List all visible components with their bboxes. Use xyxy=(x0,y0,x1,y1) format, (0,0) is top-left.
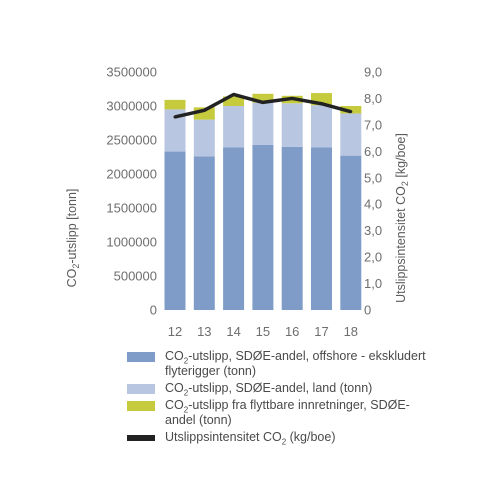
x-tick-label: 17 xyxy=(314,324,328,339)
left-axis-title: CO2-utslipp [tonn] xyxy=(65,189,81,288)
x-tick-label: 18 xyxy=(344,324,358,339)
bar-offshore xyxy=(340,155,362,310)
intensity-point xyxy=(202,108,206,112)
legend-swatch-mobile xyxy=(127,401,155,411)
bar-land xyxy=(340,113,362,156)
left-tick-label: 500000 xyxy=(114,269,157,284)
intensity-point xyxy=(232,92,236,96)
legend-swatch-offshore xyxy=(127,352,155,362)
legend-label-land: CO2-utslipp, SDØE-andel, land (tonn) xyxy=(165,381,373,398)
legend-label-mobile: CO2-utslipp fra flyttbare innretninger, … xyxy=(165,398,410,427)
bar-offshore xyxy=(252,144,274,310)
left-tick-label: 3500000 xyxy=(106,65,157,80)
right-tick-label: 2,0 xyxy=(364,250,382,265)
bars xyxy=(164,93,362,310)
right-tick-label: 5,0 xyxy=(364,170,382,185)
bar-land xyxy=(311,105,332,148)
chart: 0 500000 1000000 1500000 2000000 2500000 30000… xyxy=(65,65,410,340)
bar-offshore xyxy=(281,146,303,310)
x-tick-label: 16 xyxy=(285,324,299,339)
legend-swatch-intensity xyxy=(127,435,155,441)
right-tick-label: 3,0 xyxy=(364,223,382,238)
bar-land xyxy=(281,103,303,147)
right-axis-ticks: 0 1,0 2,0 3,0 4,0 5,0 6,0 7,0 8,0 9,0 xyxy=(364,65,382,318)
legend-swatch-land xyxy=(127,384,155,394)
intensity-point xyxy=(290,96,294,100)
x-tick-label: 15 xyxy=(256,324,270,339)
bar-mobile-units xyxy=(340,106,362,114)
bar-land xyxy=(193,119,215,157)
left-tick-label: 1000000 xyxy=(106,235,157,250)
bar-mobile-units xyxy=(223,96,245,106)
right-tick-label: 4,0 xyxy=(364,197,382,212)
bar-mobile-units xyxy=(252,93,274,103)
right-tick-label: 9,0 xyxy=(364,65,382,80)
bar-land xyxy=(252,102,274,145)
right-tick-label: 0 xyxy=(364,303,371,318)
x-tick-label: 12 xyxy=(168,324,182,339)
left-tick-label: 0 xyxy=(150,303,157,318)
legend-label-intensity: Utslippsintensitet CO2 (kg/boe) xyxy=(165,430,336,447)
bar-offshore xyxy=(311,147,332,310)
left-tick-label: 3000000 xyxy=(106,99,157,114)
bar-offshore xyxy=(223,147,245,310)
intensity-line-group xyxy=(173,92,353,119)
left-tick-label: 2000000 xyxy=(106,167,157,182)
bar-offshore xyxy=(193,156,215,310)
intensity-point xyxy=(320,102,323,106)
x-tick-label: 13 xyxy=(197,324,211,339)
left-axis-ticks: 0 500000 1000000 1500000 2000000 2500000 30000… xyxy=(106,65,157,318)
right-tick-label: 7,0 xyxy=(364,117,382,132)
legend-item-mobile: CO2-utslipp fra flyttbare innretninger, … xyxy=(127,398,427,428)
legend-item-offshore: CO2-utslipp, SDØE-andel, offshore - eksk… xyxy=(127,349,427,379)
right-axis-title: Utslippsintensitet CO2 [kg/boe] xyxy=(394,133,410,303)
legend-label-offshore: CO2-utslipp, SDØE-andel, offshore - eksk… xyxy=(165,349,426,378)
legend-item-intensity: Utslippsintensitet CO2 (kg/boe) xyxy=(127,430,427,447)
intensity-point xyxy=(261,100,265,104)
right-tick-label: 1,0 xyxy=(364,276,382,291)
x-tick-label: 14 xyxy=(226,324,240,339)
bar-land xyxy=(164,109,186,152)
bar-mobile-units xyxy=(164,99,186,110)
left-tick-label: 1500000 xyxy=(106,201,157,216)
bar-offshore xyxy=(164,151,186,310)
intensity-point xyxy=(349,110,353,114)
intensity-point xyxy=(173,115,177,119)
x-axis-ticks: 12 13 14 15 16 17 18 xyxy=(168,324,358,339)
right-tick-label: 8,0 xyxy=(364,91,382,106)
legend: CO2-utslipp, SDØE-andel, offshore - eksk… xyxy=(127,349,427,447)
left-tick-label: 2500000 xyxy=(106,133,157,148)
legend-item-land: CO2-utslipp, SDØE-andel, land (tonn) xyxy=(127,381,427,398)
bar-land xyxy=(223,106,245,148)
right-tick-label: 6,0 xyxy=(364,144,382,159)
